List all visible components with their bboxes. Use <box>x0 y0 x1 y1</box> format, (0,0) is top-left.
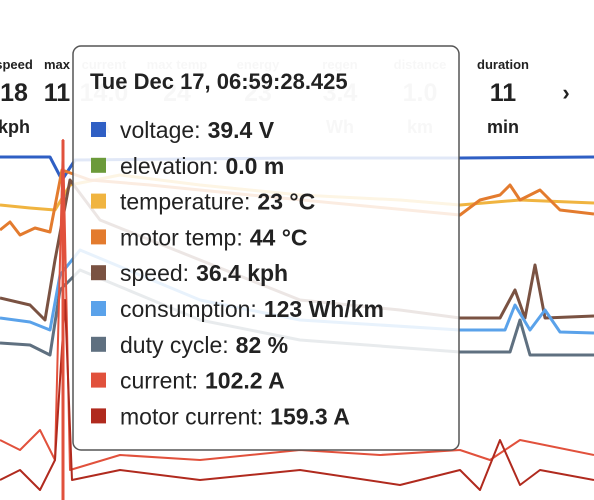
tooltip-item: duty cycle: 82 % <box>120 332 288 358</box>
stat-unit: min <box>487 117 519 137</box>
item-value: 36.4 kph <box>196 260 288 286</box>
line <box>0 139 594 471</box>
item-value: 23 °C <box>257 189 315 215</box>
tooltip-title: Tue Dec 17, 06:59:28.425 <box>90 69 348 94</box>
tooltip-item: temperature: 23 °C <box>120 189 315 215</box>
color-swatch <box>91 265 106 281</box>
tooltip-item: voltage: 39.4 V <box>120 117 275 143</box>
item-label: temperature: <box>120 189 250 215</box>
color-swatch <box>91 372 106 388</box>
item-label: motor current: <box>120 403 263 429</box>
tooltip-items: voltage: 39.4 V elevation: 0.0 m temperature… <box>91 117 384 429</box>
color-swatch <box>91 157 106 173</box>
stat-label: max <box>44 57 71 72</box>
tooltip-item: current: 102.2 A <box>120 368 285 394</box>
stat-unit: kph <box>0 117 30 137</box>
tooltip-item: motor current: 159.3 A <box>120 403 350 429</box>
tooltip-item: motor temp: 44 °C <box>120 224 308 250</box>
stat-label: duration <box>477 57 529 72</box>
item-value: 102.2 A <box>205 368 285 394</box>
item-label: current: <box>120 368 198 394</box>
item-label: motor temp: <box>120 224 243 250</box>
color-swatch <box>91 193 106 209</box>
item-value: 123 Wh/km <box>264 296 384 322</box>
item-label: speed: <box>120 260 189 286</box>
item-value: 44 °C <box>250 224 308 250</box>
color-swatch <box>91 301 106 316</box>
item-label: elevation: <box>120 153 218 179</box>
line <box>0 299 594 491</box>
next-button[interactable]: › <box>562 80 569 105</box>
item-value: 0.0 m <box>225 153 284 179</box>
tooltip-item: elevation: 0.0 m <box>120 153 284 179</box>
item-value: 82 % <box>236 332 288 358</box>
stat-value: 11 <box>490 79 517 107</box>
item-value: 39.4 V <box>208 117 275 143</box>
stat-label: speed <box>0 57 33 72</box>
tooltip-item: consumption: 123 Wh/km <box>120 296 384 322</box>
color-swatch <box>91 229 106 245</box>
stat-value: 18 <box>0 79 28 107</box>
item-value: 159.3 A <box>270 403 350 429</box>
item-label: consumption: <box>120 296 257 322</box>
item-label: voltage: <box>120 117 201 143</box>
tooltip <box>72 45 460 451</box>
tooltip-item: speed: 36.4 kph <box>120 260 288 286</box>
color-swatch <box>91 336 106 352</box>
item-label: duty cycle: <box>120 332 229 358</box>
color-swatch <box>91 122 106 137</box>
color-swatch <box>91 408 106 424</box>
stat-value: 11 <box>44 79 71 107</box>
